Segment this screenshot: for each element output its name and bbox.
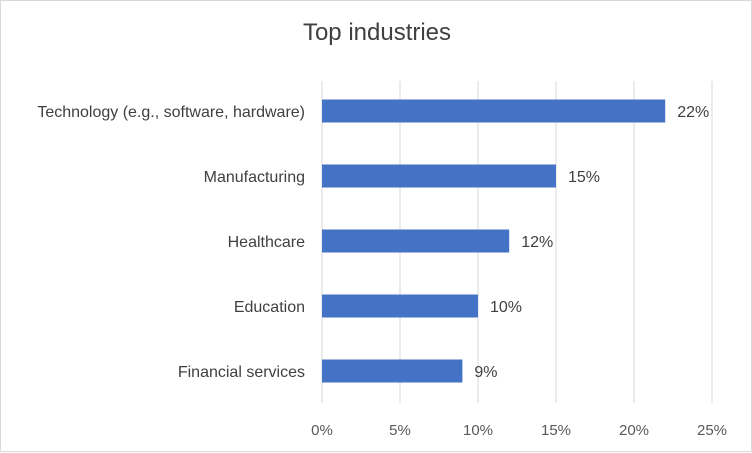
bar xyxy=(322,99,666,123)
category-label: Healthcare xyxy=(228,234,305,251)
category-label: Financial services xyxy=(178,364,305,381)
x-tick-label: 0% xyxy=(311,422,333,439)
bar xyxy=(322,359,463,383)
x-tick-label: 10% xyxy=(463,422,493,439)
x-tick-label: 25% xyxy=(697,422,727,439)
x-tick-label: 5% xyxy=(389,422,411,439)
bar xyxy=(322,164,556,188)
bar xyxy=(322,229,510,253)
x-tick-label: 15% xyxy=(541,422,571,439)
data-label: 15% xyxy=(568,169,600,186)
category-label: Education xyxy=(234,299,305,316)
data-label: 22% xyxy=(677,104,709,121)
category-label: Manufacturing xyxy=(204,169,305,186)
x-tick-label: 20% xyxy=(619,422,649,439)
bar xyxy=(322,294,478,318)
category-label: Technology (e.g., software, hardware) xyxy=(37,104,305,121)
data-label: 10% xyxy=(490,299,522,316)
data-label: 9% xyxy=(474,364,497,381)
data-label: 12% xyxy=(521,234,553,251)
chart-title: Top industries xyxy=(302,19,452,46)
